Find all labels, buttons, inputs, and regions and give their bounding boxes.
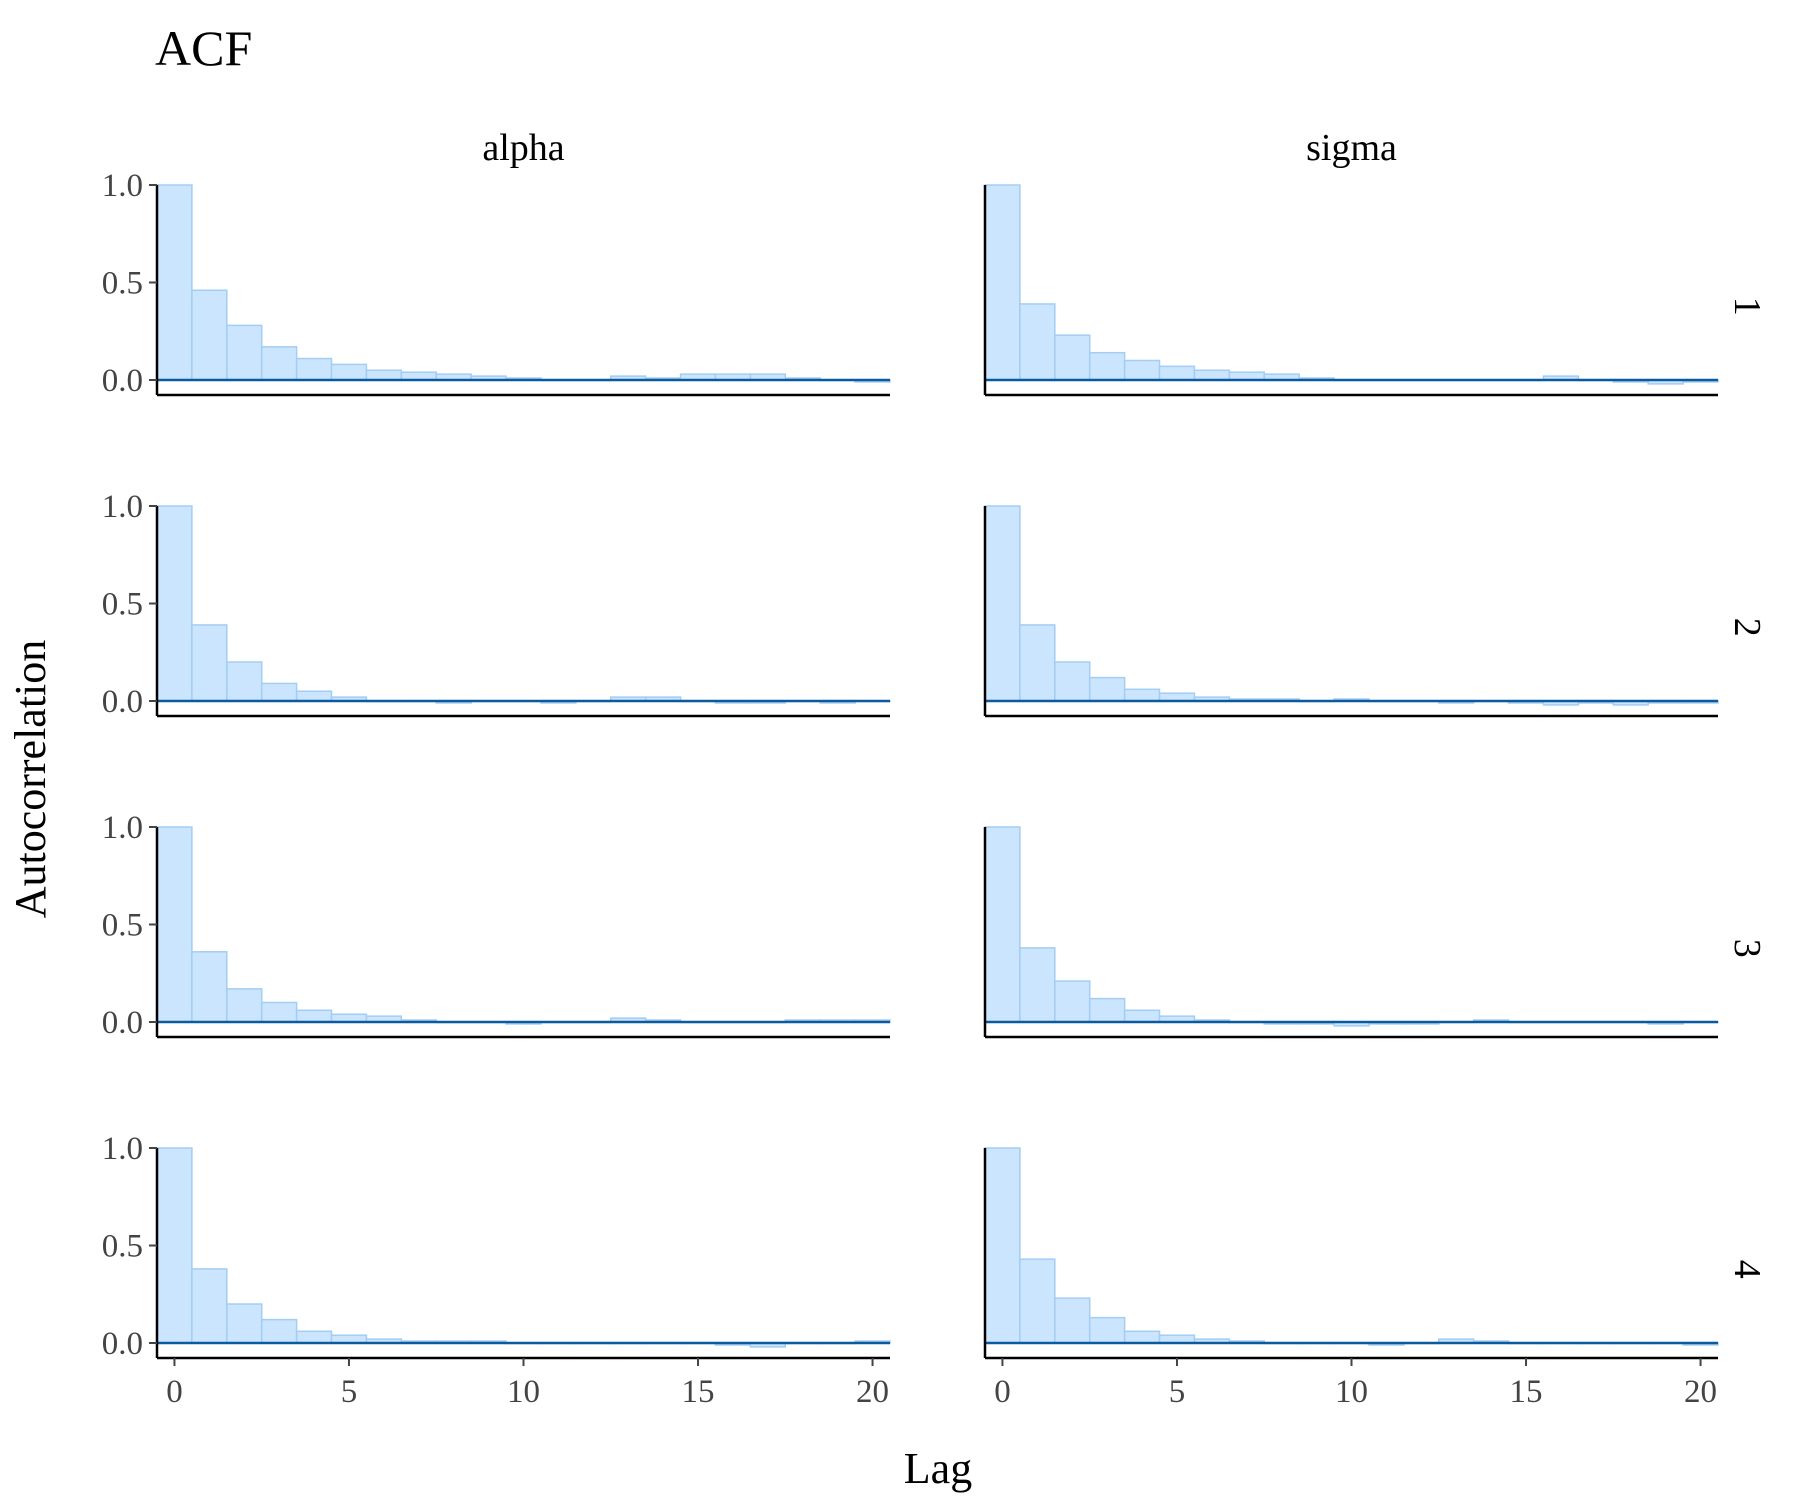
acf-bar-sigma-1-lag-5 (1158, 365, 1196, 381)
y-tick-label-2-0.0: 0.0 (102, 684, 143, 720)
acf-bar-alpha-3-lag-1 (191, 951, 228, 1023)
panel-sigma-3 (983, 826, 1719, 1039)
x-axis-title: Lag (904, 1444, 972, 1493)
acf-bar-sigma-1-lag-6 (1193, 369, 1231, 381)
y-tick-label-1-0.5: 0.5 (102, 266, 143, 302)
acf-bar-sigma-1-lag-2 (1054, 334, 1091, 381)
acf-bar-alpha-2-lag-1 (191, 624, 228, 702)
panel-sigma-2 (983, 505, 1719, 718)
x-tick-label-alpha-20: 20 (856, 1374, 889, 1410)
x-tick-label-sigma-5: 5 (1169, 1374, 1186, 1410)
acf-bar-sigma-4-lag-0 (984, 1147, 1021, 1344)
acf-bar-sigma-1-lag-0 (984, 184, 1021, 381)
y-tick-label-4-0.0: 0.0 (102, 1326, 143, 1362)
x-tick-label-sigma-10: 10 (1335, 1374, 1368, 1410)
y-tick-label-1-0.0: 0.0 (102, 363, 143, 399)
acf-bar-sigma-2-lag-2 (1054, 661, 1091, 702)
strip-label-row-3: 3 (1726, 939, 1768, 958)
y-tick-label-4-1.0: 1.0 (102, 1131, 143, 1167)
y-tick-label-3-1.0: 1.0 (102, 810, 143, 846)
x-tick-label-sigma-0: 0 (994, 1374, 1011, 1410)
acf-bar-alpha-3-lag-3 (260, 1001, 298, 1023)
acf-bar-sigma-3-lag-3 (1088, 997, 1126, 1023)
acf-bar-alpha-4-lag-1 (191, 1268, 228, 1344)
y-tick-label-4-0.5: 0.5 (102, 1229, 143, 1265)
acf-bar-alpha-1-lag-2 (226, 324, 263, 381)
acf-bar-alpha-2-lag-4 (295, 690, 333, 702)
x-tick-label-alpha-15: 15 (682, 1374, 715, 1410)
y-tick-label-3-0.5: 0.5 (102, 908, 143, 944)
acf-bar-alpha-1-lag-6 (365, 369, 403, 381)
x-tick-label-sigma-20: 20 (1684, 1374, 1717, 1410)
acf-bar-sigma-4-lag-4 (1123, 1330, 1161, 1344)
acf-bar-sigma-1-lag-1 (1019, 303, 1056, 381)
acf-bar-alpha-2-lag-3 (260, 682, 298, 702)
strip-label-sigma: sigma (1306, 127, 1397, 169)
acf-bar-alpha-2-lag-0 (156, 505, 193, 702)
acf-bar-sigma-3-lag-0 (984, 826, 1021, 1023)
acf-bar-sigma-2-lag-0 (984, 505, 1021, 702)
chart-title: ACF (155, 20, 252, 76)
acf-bar-alpha-1-lag-4 (295, 357, 333, 381)
acf-bar-sigma-2-lag-4 (1123, 688, 1161, 702)
x-tick-label-alpha-5: 5 (341, 1374, 358, 1410)
acf-bar-sigma-4-lag-1 (1019, 1258, 1056, 1344)
facet-panels: alpha sigma 1 2 3 4 0.0 0.5 1.0 0.0 0.5 1.0 0.0 0.5 1.… (102, 127, 1768, 1410)
strip-label-alpha: alpha (482, 127, 564, 169)
strip-label-row-4: 4 (1726, 1260, 1768, 1279)
panel-alpha-1: 0.0 0.5 1.0 (102, 168, 891, 399)
acf-bar-alpha-1-lag-0 (156, 184, 193, 381)
x-tick-label-alpha-0: 0 (166, 1374, 183, 1410)
acf-bar-sigma-4-lag-3 (1088, 1316, 1126, 1344)
acf-bar-alpha-1-lag-5 (330, 363, 368, 381)
acf-bar-sigma-2-lag-3 (1088, 676, 1126, 702)
acf-bar-sigma-3-lag-4 (1123, 1009, 1161, 1023)
y-tick-label-2-0.5: 0.5 (102, 587, 143, 623)
panel-sigma-1 (983, 184, 1719, 397)
acf-bar-sigma-1-lag-4 (1123, 359, 1161, 381)
x-tick-label-alpha-10: 10 (507, 1374, 540, 1410)
panel-alpha-3: 0.0 0.5 1.0 (102, 810, 891, 1041)
y-tick-label-1-1.0: 1.0 (102, 168, 143, 204)
acf-bar-alpha-1-lag-3 (260, 346, 298, 381)
acf-bar-alpha-4-lag-3 (260, 1318, 298, 1344)
acf-bar-sigma-3-lag-1 (1019, 947, 1056, 1023)
strip-label-row-1: 1 (1726, 297, 1768, 316)
acf-bar-alpha-2-lag-2 (226, 661, 263, 702)
acf-bar-sigma-2-lag-1 (1019, 624, 1056, 702)
y-tick-label-3-0.0: 0.0 (102, 1005, 143, 1041)
panel-alpha-2: 0.0 0.5 1.0 (102, 489, 891, 720)
acf-bar-sigma-3-lag-2 (1054, 980, 1091, 1023)
strip-label-row-2: 2 (1726, 618, 1768, 637)
acf-bar-sigma-4-lag-2 (1054, 1297, 1091, 1344)
panel-sigma-4: 0 5 10 15 20 (983, 1147, 1719, 1410)
acf-bar-alpha-3-lag-0 (156, 826, 193, 1023)
acf-bar-sigma-1-lag-3 (1088, 351, 1126, 381)
acf-bar-alpha-4-lag-4 (295, 1330, 333, 1344)
acf-bar-alpha-3-lag-2 (226, 988, 263, 1023)
y-tick-label-2-1.0: 1.0 (102, 489, 143, 525)
acf-bar-alpha-4-lag-0 (156, 1147, 193, 1344)
acf-bar-alpha-1-lag-1 (191, 289, 228, 381)
acf-bar-alpha-4-lag-2 (226, 1303, 263, 1344)
y-axis-title: Autocorrelation (6, 640, 55, 919)
panel-alpha-4: 0.0 0.5 1.0 0 5 10 15 20 (102, 1131, 891, 1410)
acf-bar-alpha-3-lag-4 (295, 1009, 333, 1023)
x-tick-label-sigma-15: 15 (1510, 1374, 1543, 1410)
